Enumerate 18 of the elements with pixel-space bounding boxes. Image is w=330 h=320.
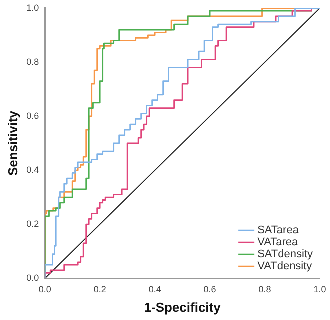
- x-tick-label: 0.4: [148, 284, 162, 294]
- y-axis-title: Sensitivity: [5, 110, 20, 176]
- x-tick-label: 0.8: [258, 284, 272, 294]
- legend-label: SATdensity: [258, 248, 314, 261]
- x-tick-label: 0.2: [94, 284, 106, 294]
- x-tick-label: 1.0: [314, 284, 326, 294]
- y-tick-label: 0.8: [26, 56, 40, 67]
- y-tick-label: 0.0: [26, 273, 40, 284]
- x-tick-label: 0.6: [204, 284, 216, 294]
- legend-label: VATarea: [258, 236, 300, 249]
- y-tick-label: 0.6: [26, 110, 40, 121]
- legend-label: VATdensity: [258, 260, 313, 273]
- legend-label: SATarea: [258, 224, 300, 237]
- y-tick-label: 0.4: [26, 165, 40, 176]
- x-tick-label: 0.0: [38, 284, 52, 294]
- y-tick-label: 0.2: [26, 219, 40, 230]
- x-axis-title: 1-Specificity: [144, 300, 222, 315]
- y-tick-label: 1.0: [26, 2, 40, 13]
